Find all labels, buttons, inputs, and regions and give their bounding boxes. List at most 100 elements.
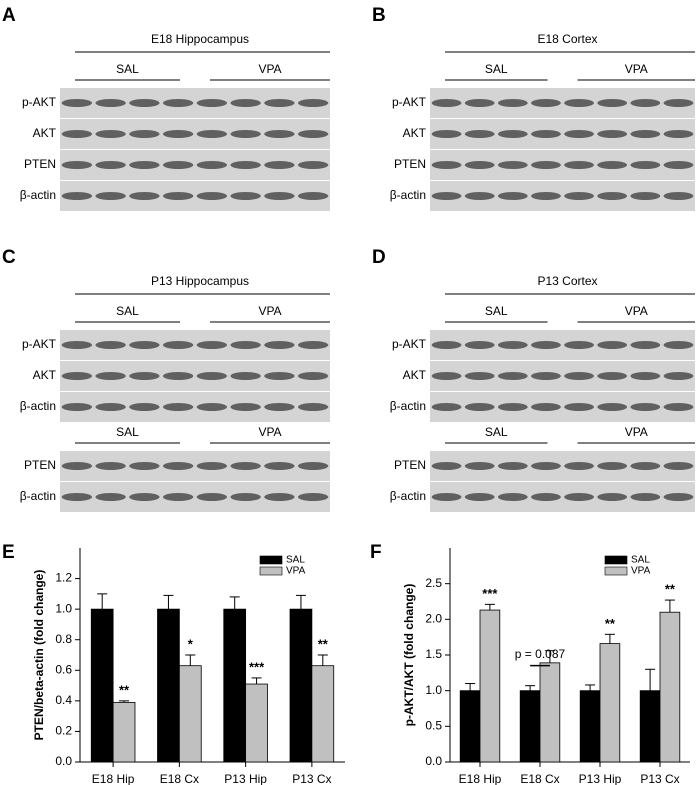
- band: [431, 99, 462, 107]
- row-label: p-AKT: [392, 337, 427, 351]
- blot-title: E18 Cortex: [537, 32, 597, 46]
- row-label: β-actin: [390, 399, 426, 413]
- band: [162, 99, 194, 107]
- x-tick-label: P13 Cx: [292, 772, 331, 785]
- band: [464, 161, 495, 169]
- bar: [479, 609, 501, 763]
- band: [464, 192, 495, 200]
- panel-label: C: [2, 247, 16, 268]
- band: [264, 403, 295, 411]
- band: [663, 372, 694, 380]
- band: [597, 99, 628, 107]
- bar: [112, 701, 136, 763]
- band: [497, 161, 528, 169]
- band: [264, 99, 295, 107]
- band: [497, 99, 528, 107]
- bar: [459, 690, 481, 763]
- bar: [223, 608, 247, 763]
- legend-label: SAL: [631, 555, 650, 566]
- band: [95, 462, 126, 470]
- band: [531, 161, 561, 169]
- band: [630, 161, 661, 169]
- band: [297, 372, 329, 380]
- band: [464, 130, 495, 138]
- bar: [539, 662, 561, 763]
- bar: [311, 665, 335, 763]
- band: [497, 372, 528, 380]
- y-axis-label: p-AKT/AKT (fold change): [402, 584, 416, 727]
- band: [61, 192, 93, 200]
- band: [630, 192, 661, 200]
- band: [196, 99, 228, 107]
- y-tick-label: 0.4: [55, 693, 72, 707]
- band: [597, 192, 628, 200]
- band: [297, 493, 329, 501]
- band: [431, 372, 462, 380]
- band: [431, 161, 462, 169]
- bracket-label: p = 0.087: [515, 647, 566, 661]
- band: [531, 403, 561, 411]
- significance: ***: [482, 586, 498, 601]
- band: [95, 130, 126, 138]
- y-tick-label: 0.5: [425, 719, 442, 733]
- band: [497, 341, 528, 349]
- band: [61, 372, 93, 380]
- band: [297, 99, 329, 107]
- band: [264, 130, 295, 138]
- band: [630, 130, 661, 138]
- bar: [178, 665, 202, 763]
- band: [431, 341, 462, 349]
- band: [162, 161, 194, 169]
- band: [129, 192, 160, 200]
- band: [564, 192, 594, 200]
- band: [196, 372, 228, 380]
- band: [464, 99, 495, 107]
- band: [95, 403, 126, 411]
- y-axis-label: PTEN/beta-actin (fold change): [32, 570, 46, 741]
- band: [162, 341, 194, 349]
- band: [431, 493, 462, 501]
- significance: *: [188, 636, 194, 651]
- x-tick-label: P13 Hip: [224, 772, 267, 785]
- group-label: SAL: [116, 425, 139, 439]
- row-label: β-actin: [20, 399, 56, 413]
- band: [61, 462, 93, 470]
- y-tick-label: 0.0: [55, 754, 72, 768]
- legend-swatch: [604, 566, 628, 576]
- group-label: VPA: [258, 304, 281, 318]
- band: [129, 372, 160, 380]
- band: [129, 462, 160, 470]
- panel-label: F: [370, 542, 382, 563]
- band: [61, 99, 93, 107]
- bar: [639, 690, 661, 763]
- y-tick-label: 0.8: [55, 632, 72, 646]
- band: [230, 99, 261, 107]
- group-label: SAL: [116, 304, 139, 318]
- legend-swatch: [604, 555, 628, 565]
- row-label: AKT: [403, 126, 427, 140]
- band: [264, 462, 295, 470]
- group-label: VPA: [625, 304, 648, 318]
- band: [297, 462, 329, 470]
- x-tick-label: P13 Cx: [640, 772, 679, 785]
- band: [162, 403, 194, 411]
- band: [564, 130, 594, 138]
- band: [663, 341, 694, 349]
- band: [297, 161, 329, 169]
- band: [464, 403, 495, 411]
- group-label: VPA: [258, 425, 281, 439]
- band: [61, 493, 93, 501]
- band: [196, 462, 228, 470]
- band: [464, 493, 495, 501]
- band: [129, 341, 160, 349]
- band: [597, 493, 628, 501]
- group-label: SAL: [485, 62, 508, 76]
- band: [431, 462, 462, 470]
- group-label: VPA: [258, 62, 281, 76]
- band: [264, 372, 295, 380]
- row-label: PTEN: [24, 157, 56, 171]
- band: [129, 130, 160, 138]
- row-label: AKT: [403, 368, 427, 382]
- legend-label: VPA: [631, 566, 651, 577]
- band: [663, 161, 694, 169]
